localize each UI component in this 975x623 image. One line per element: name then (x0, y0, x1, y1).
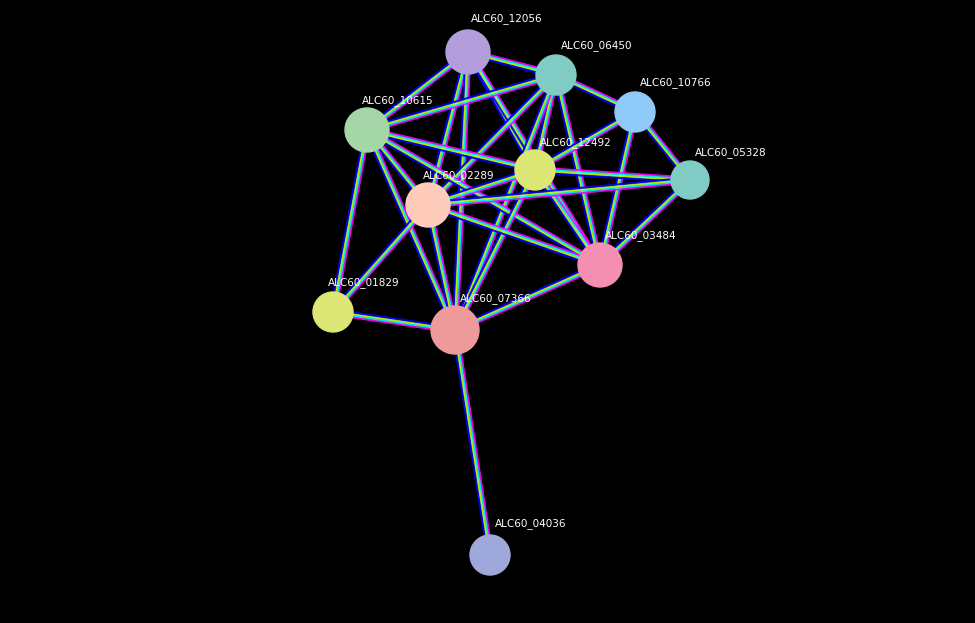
Text: ALC60_03484: ALC60_03484 (605, 230, 677, 241)
Circle shape (578, 243, 622, 287)
Text: ALC60_10766: ALC60_10766 (640, 77, 712, 88)
Text: ALC60_01829: ALC60_01829 (328, 277, 400, 288)
Text: ALC60_05328: ALC60_05328 (695, 147, 766, 158)
Text: ALC60_06450: ALC60_06450 (561, 40, 633, 51)
Text: ALC60_07366: ALC60_07366 (460, 293, 531, 304)
Circle shape (515, 150, 555, 190)
Circle shape (431, 306, 479, 354)
Text: ALC60_02289: ALC60_02289 (423, 170, 494, 181)
Text: ALC60_10615: ALC60_10615 (362, 95, 434, 106)
Circle shape (671, 161, 709, 199)
Circle shape (313, 292, 353, 332)
Text: ALC60_12056: ALC60_12056 (471, 13, 543, 24)
Circle shape (446, 30, 490, 74)
Circle shape (406, 183, 450, 227)
Text: ALC60_04036: ALC60_04036 (495, 518, 566, 529)
Circle shape (345, 108, 389, 152)
Circle shape (470, 535, 510, 575)
Text: ALC60_12492: ALC60_12492 (540, 137, 611, 148)
Circle shape (615, 92, 655, 132)
Circle shape (536, 55, 576, 95)
